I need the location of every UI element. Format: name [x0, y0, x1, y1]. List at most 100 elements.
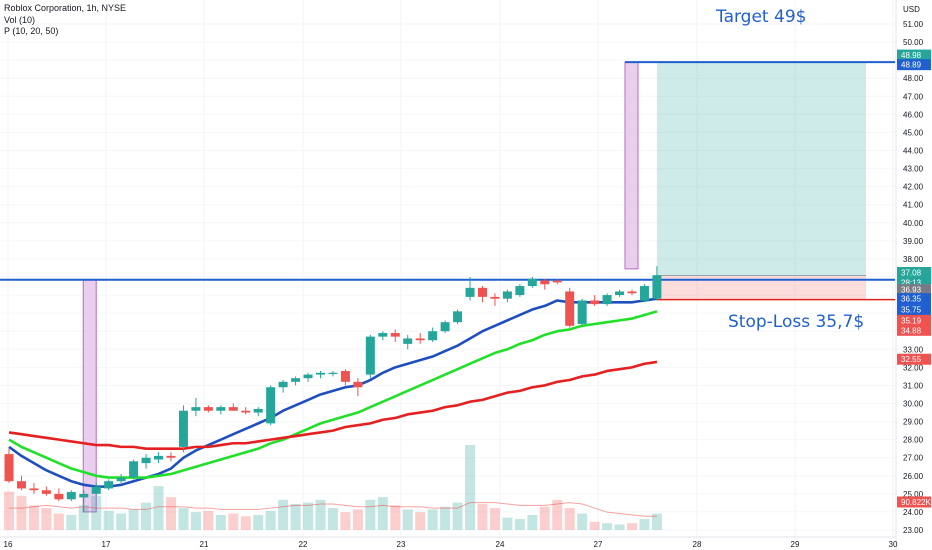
y-tick-label: 32.00	[903, 363, 924, 372]
candle-body	[340, 370, 350, 382]
candle-body	[652, 275, 662, 299]
volume-bar	[552, 499, 563, 530]
candle-body	[440, 322, 450, 332]
candle-body	[565, 291, 575, 326]
candle-body	[166, 455, 176, 458]
candle-body	[253, 408, 263, 413]
candle-body	[353, 381, 363, 388]
volume-bar	[465, 445, 476, 530]
candle-body	[627, 291, 637, 294]
candle-body	[303, 374, 313, 379]
volume-bar	[440, 506, 451, 530]
y-tick-label: 50.00	[903, 38, 924, 47]
candle-body	[41, 490, 51, 494]
volume-bar	[141, 502, 152, 530]
candle-body	[203, 407, 213, 411]
volume-bar	[402, 509, 413, 530]
candle-body	[104, 481, 114, 489]
candle-body	[540, 280, 550, 285]
y-tick-label: 38.00	[903, 255, 924, 264]
y-tick-label: 24.00	[903, 508, 924, 517]
price-tag	[897, 324, 931, 336]
price-tag	[897, 304, 931, 316]
price-tag-label: 35.75	[901, 306, 922, 315]
y-tick-label: 51.00	[903, 20, 924, 29]
candle-body	[129, 461, 139, 478]
time-axis: 16 17 21 22 23 24 27 28 29 30	[0, 536, 898, 549]
x-tick-label: 29	[791, 540, 800, 549]
price-tag-label: 36.35	[901, 295, 922, 304]
price-tag	[897, 314, 931, 326]
volume-bar	[489, 508, 500, 530]
candle-body	[378, 333, 388, 337]
volume-bar	[41, 508, 52, 530]
volume-bar	[315, 499, 326, 530]
price-tag-label: 48.89	[901, 61, 922, 70]
y-tick-label: 46.00	[903, 110, 924, 119]
volume-bar	[103, 510, 114, 530]
volume-bar	[228, 513, 239, 530]
price-tag	[897, 284, 931, 296]
volume-bar	[627, 523, 637, 530]
y-tick-label: 25.00	[903, 490, 924, 499]
x-tick-label: 22	[299, 540, 308, 549]
profit-zone	[656, 62, 866, 276]
volume-bar	[153, 486, 164, 530]
volume-bar	[265, 510, 276, 530]
volume-bar	[340, 512, 351, 530]
volume-bar	[352, 509, 363, 530]
volume-bar	[290, 503, 301, 530]
price-tag-label: 48.98	[901, 51, 922, 60]
volume-bar	[66, 514, 77, 530]
candle-body	[191, 407, 201, 411]
volume-bar	[377, 497, 388, 530]
range-boxes	[82, 61, 866, 513]
y-tick-label: 33.00	[903, 345, 924, 354]
candle-body	[91, 486, 101, 494]
candle-body	[141, 457, 151, 464]
x-tick-label: 23	[397, 540, 406, 549]
y-tick-label: 26.00	[903, 472, 924, 481]
ma-indicator-label[interactable]: P (10, 20, 50)	[4, 26, 59, 36]
candle-body	[552, 280, 562, 283]
volume-bar	[303, 502, 314, 530]
price-tag	[897, 293, 931, 305]
symbol-title[interactable]: Roblox Corporation, 1h, NYSE	[4, 3, 127, 13]
y-tick-label: 45.00	[903, 128, 924, 137]
volume-bar	[203, 510, 214, 530]
candle-body	[54, 493, 64, 500]
price-tag-label: 34.88	[901, 326, 922, 335]
volume-bar	[116, 513, 127, 530]
stop-loss-annotation: Stop-Loss 35,7$	[728, 312, 865, 332]
volume-bar	[514, 519, 525, 530]
candle-body	[266, 387, 276, 424]
price-tag-label: 37.08	[901, 268, 922, 277]
x-tick-label: 16	[4, 540, 13, 549]
candle-body	[590, 300, 600, 305]
candle-body	[465, 287, 475, 297]
candle-body	[428, 331, 438, 341]
candle-body	[403, 338, 413, 344]
y-tick-label: 41.00	[903, 201, 924, 210]
candle-body	[291, 378, 301, 382]
ma-line-10	[8, 297, 658, 488]
volume-indicator-label[interactable]: Vol (10)	[4, 14, 36, 25]
x-tick-label: 30	[889, 540, 898, 549]
target-annotation: Target 49$	[716, 7, 807, 27]
candle-body	[29, 488, 39, 491]
volume-bar	[614, 524, 625, 530]
x-tick-label: 28	[693, 540, 702, 549]
candle-body	[415, 338, 425, 341]
candle-body	[390, 333, 400, 337]
candle-body	[79, 493, 89, 498]
measure-box	[624, 61, 639, 270]
volume-bar	[539, 506, 550, 530]
measure-box	[82, 279, 97, 513]
volume-bar	[190, 512, 201, 530]
volume-bar	[53, 513, 64, 530]
y-tick-label: 47.00	[903, 92, 924, 101]
candle-body	[116, 477, 126, 482]
volume-bar	[452, 502, 463, 530]
